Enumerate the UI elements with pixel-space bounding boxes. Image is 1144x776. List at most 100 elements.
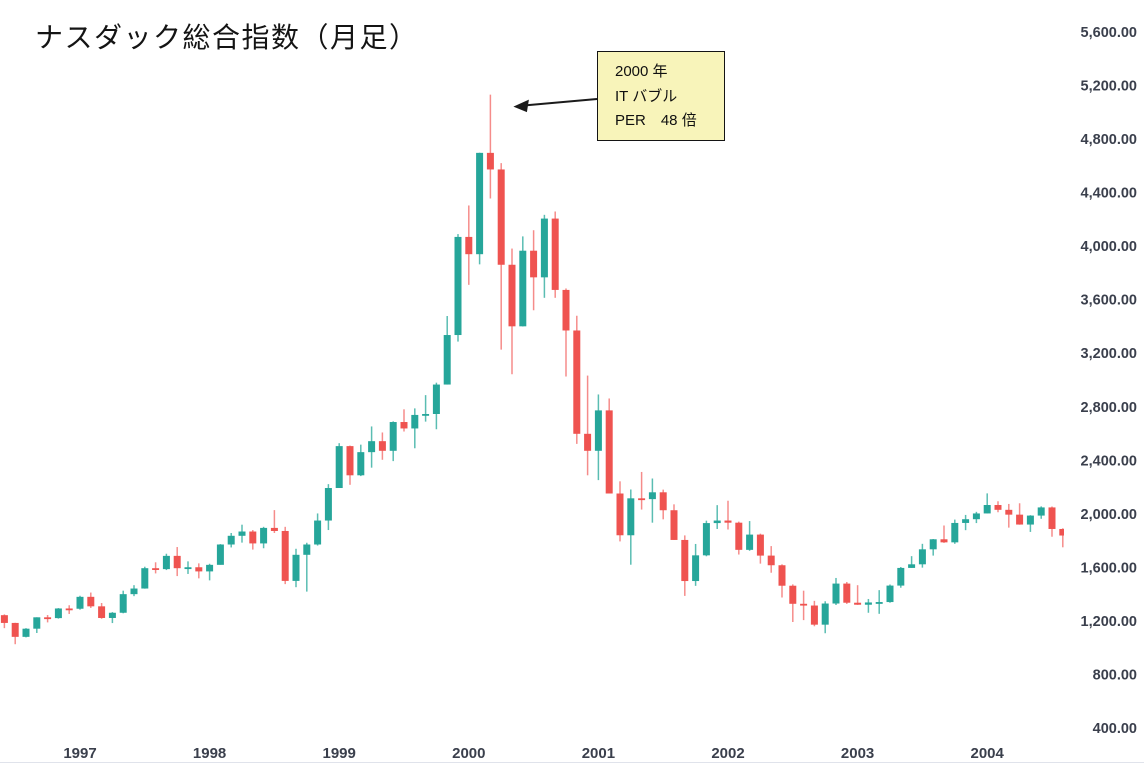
candle-body — [702, 523, 710, 556]
candle — [951, 519, 959, 544]
candle-body — [454, 236, 462, 336]
candle — [929, 539, 937, 556]
candle — [184, 561, 192, 574]
candle — [789, 584, 797, 622]
candle — [476, 152, 484, 265]
candle-body — [854, 602, 862, 605]
candle-body — [983, 505, 991, 514]
candle-body — [1037, 507, 1045, 516]
candle-body — [476, 152, 484, 255]
candle — [357, 444, 365, 477]
y-axis-label: 1,200.00 — [1081, 614, 1137, 630]
candle-body — [940, 539, 948, 543]
candle-body — [54, 608, 62, 619]
candle — [940, 525, 948, 543]
candle — [1016, 503, 1024, 525]
candle — [33, 617, 41, 633]
candle-body — [22, 628, 30, 637]
candle-body — [584, 433, 592, 451]
annotation-line-year: 2000 年 — [615, 63, 668, 80]
candle — [648, 478, 656, 523]
candle — [821, 601, 829, 634]
candle — [540, 214, 548, 298]
candle — [832, 577, 840, 605]
candle — [314, 513, 322, 546]
y-axis-label: 2,000.00 — [1081, 507, 1137, 523]
candle-body — [1059, 528, 1064, 536]
candle-body — [681, 539, 689, 582]
candle-body — [1048, 507, 1056, 529]
chart-title: ナスダック総合指数（月足） — [35, 22, 419, 53]
candle — [465, 205, 473, 285]
candle-body — [216, 544, 224, 565]
x-axis-label: 1999 — [323, 745, 356, 762]
annotation-line-per: PER 48 倍 — [615, 112, 697, 129]
candle-body — [692, 555, 700, 582]
candle-body — [357, 452, 365, 476]
candle — [562, 288, 570, 377]
candle-body — [605, 410, 613, 494]
candle — [162, 553, 170, 571]
candle — [605, 398, 613, 494]
candle — [864, 598, 872, 613]
candle — [152, 562, 160, 574]
candle-body — [497, 169, 505, 265]
y-axis-label: 3,600.00 — [1081, 293, 1137, 309]
y-axis-label: 2,800.00 — [1081, 400, 1137, 416]
candle-body — [810, 605, 818, 625]
candle-body — [206, 564, 214, 572]
annotation-line-bubble: IT バブル — [615, 87, 678, 105]
y-axis-label: 4,800.00 — [1081, 132, 1137, 148]
candle-body — [508, 264, 516, 327]
candle — [573, 315, 581, 444]
candle — [108, 612, 116, 624]
candles-layer — [0, 94, 1064, 645]
y-axis-label: 2,400.00 — [1081, 453, 1137, 469]
candle — [584, 375, 592, 476]
candle-body — [724, 520, 732, 523]
x-axis-label: 2001 — [582, 745, 615, 762]
candle — [724, 500, 732, 530]
candle-body — [292, 554, 300, 581]
y-axis-label: 4,000.00 — [1081, 239, 1137, 255]
candle-body — [540, 218, 548, 278]
candle — [216, 544, 224, 565]
candle — [962, 514, 970, 531]
candle — [195, 563, 203, 579]
candle — [389, 421, 397, 462]
y-axis-label: 400.00 — [1093, 721, 1137, 737]
candle-body — [756, 534, 764, 556]
candle — [443, 316, 451, 385]
candle — [87, 592, 95, 608]
candle — [800, 590, 808, 621]
candle — [778, 564, 786, 598]
y-axis-label: 5,200.00 — [1081, 79, 1137, 95]
candle-body — [195, 567, 203, 572]
candle-body — [119, 594, 127, 613]
candle — [810, 600, 818, 627]
x-axis-label: 2004 — [971, 745, 1005, 762]
candle-body — [346, 446, 354, 476]
candle-body — [573, 330, 581, 434]
candle-body — [260, 527, 268, 544]
candle-body — [465, 236, 473, 255]
candle — [227, 532, 235, 548]
candle — [44, 615, 52, 623]
candle — [886, 584, 894, 603]
candle-body — [735, 522, 743, 550]
candle — [735, 521, 743, 555]
candle — [659, 489, 667, 520]
candle — [897, 566, 905, 588]
candle-body — [562, 289, 570, 331]
candle — [767, 546, 775, 573]
candle-body — [152, 568, 160, 570]
candle-body — [303, 544, 311, 555]
candle-body — [648, 492, 656, 500]
candle — [422, 395, 430, 422]
candle-body — [821, 603, 829, 625]
candle-body — [335, 446, 343, 489]
candle-body — [789, 585, 797, 604]
candle — [983, 493, 991, 514]
candle-body — [1026, 515, 1034, 525]
